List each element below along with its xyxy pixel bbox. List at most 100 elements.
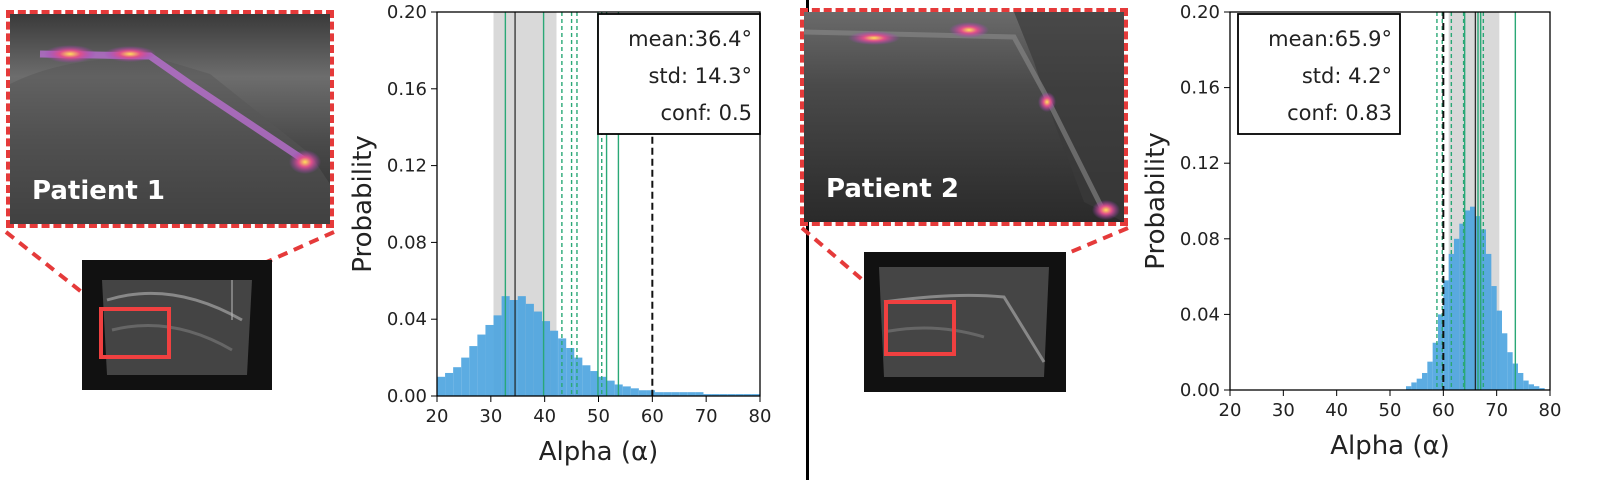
x-tick-label: 40 (533, 406, 556, 427)
histogram-bar (703, 394, 712, 396)
histogram-bar (461, 357, 470, 396)
histogram-bar (1539, 388, 1545, 390)
x-axis-label: Alpha (α) (1330, 431, 1450, 461)
patient-label: Patient 1 (32, 176, 165, 206)
histogram-bar (533, 311, 542, 396)
y-tick-label: 0.00 (1180, 380, 1220, 401)
stats-conf: conf: 0.83 (1287, 101, 1392, 125)
histogram-bar (638, 390, 647, 396)
histogram-chart-patient-2: 20 30 40 50 60 70 80 0.00 0.04 0.08 0.12 0.16 0.20 Al… (1141, 2, 1562, 461)
panel-divider (806, 0, 809, 480)
x-tick-label: 30 (1272, 400, 1295, 421)
histogram-bar (509, 300, 518, 396)
histogram-bar (1528, 384, 1534, 390)
stats-box (1237, 13, 1401, 135)
zoom-image-patient-2: Patient 2 (800, 8, 1128, 226)
histogram-bar (671, 392, 680, 396)
panel-patient-2: Patient 2 20 30 40 50 60 70 80 0.00 0.04 0.08 0.12… (800, 0, 1613, 480)
histogram-bar (1422, 372, 1428, 390)
histogram-bar (679, 392, 688, 396)
y-tick-label: 0.16 (387, 79, 427, 100)
histogram-bar (1464, 210, 1470, 390)
histogram-bar (477, 334, 486, 396)
histogram-bar (566, 348, 575, 396)
y-tick-label: 0.08 (1180, 229, 1220, 250)
histogram-chart-patient-1: 20 30 40 50 60 70 80 0.00 0.04 0.08 0.12 0.16 0.20 Al… (348, 2, 772, 467)
y-tick-label: 0.04 (1180, 304, 1220, 325)
y-tick-label: 0.12 (1180, 153, 1220, 174)
histogram-bar (606, 380, 615, 396)
histogram-bar (1518, 372, 1524, 390)
x-tick-label: 30 (479, 406, 502, 427)
histogram-bar (655, 392, 664, 396)
histogram-bar (711, 394, 720, 396)
ultrasound-crop-image (10, 14, 330, 224)
histogram-bar (687, 392, 696, 396)
ultrasound-thumbnail (864, 252, 1066, 392)
stats-std: std: 14.3° (648, 64, 752, 88)
y-tick-label: 0.20 (387, 2, 427, 23)
roi-box (884, 300, 956, 356)
x-tick-label: 80 (1539, 400, 1562, 421)
histogram-bar (622, 386, 631, 396)
x-axis-label: Alpha (α) (539, 437, 659, 467)
histogram-bar (493, 315, 502, 396)
x-tick-label: 50 (1379, 400, 1402, 421)
stats-conf: conf: 0.5 (661, 101, 753, 125)
histogram-bar (485, 324, 494, 396)
zoom-image-patient-1: Patient 1 (6, 10, 334, 228)
histogram-bar (695, 392, 704, 396)
x-tick-label: 60 (1432, 400, 1455, 421)
y-tick-label: 0.00 (387, 386, 427, 407)
x-tick-label: 40 (1325, 400, 1348, 421)
histogram-bar (1427, 361, 1433, 390)
histogram-bar (1454, 238, 1460, 390)
y-tick-label: 0.12 (387, 156, 427, 177)
histogram-bar (1507, 352, 1513, 390)
histogram-bar (1502, 333, 1508, 390)
histogram-bar (727, 394, 736, 396)
histogram-bar (646, 390, 656, 396)
histogram-bar (1432, 342, 1438, 390)
histogram-bar (582, 365, 591, 396)
histogram-bar (1470, 206, 1476, 390)
histogram-bar (517, 296, 526, 396)
x-tick-label: 70 (1485, 400, 1508, 421)
patient-label: Patient 2 (826, 174, 959, 204)
ultrasound-crop-image (804, 12, 1124, 222)
histogram-bar (743, 394, 752, 396)
histogram-bar (525, 303, 534, 396)
y-tick-label: 0.16 (1180, 78, 1220, 99)
histogram-bar (445, 372, 454, 396)
x-tick-label: 80 (749, 406, 772, 427)
ultrasound-thumbnail (82, 260, 272, 390)
histogram-bar (719, 394, 728, 396)
histogram-bar (1459, 223, 1465, 390)
histogram-bar (751, 394, 760, 396)
stats-mean: mean:65.9° (1268, 27, 1392, 51)
histogram-bar (558, 338, 567, 396)
x-tick-label: 50 (587, 406, 610, 427)
histogram-bar (590, 371, 599, 396)
x-tick-label: 60 (641, 406, 664, 427)
panel-patient-1: Patient 1 20 30 40 50 60 70 80 0.00 0.04 0.08 0.12… (0, 0, 800, 480)
stats-std: std: 4.2° (1302, 64, 1392, 88)
thumbnail-scan (102, 280, 252, 375)
x-tick-label: 70 (695, 406, 718, 427)
histogram-bar (1491, 286, 1497, 390)
y-tick-label: 0.20 (1180, 2, 1220, 23)
histogram-bar (630, 388, 639, 396)
histogram-bar (1486, 253, 1492, 390)
histogram-bar (550, 330, 559, 396)
x-tick-label: 20 (426, 406, 449, 427)
y-tick-label: 0.04 (387, 309, 427, 330)
y-axis-label: Probability (1141, 132, 1171, 269)
histogram-bar (598, 376, 607, 396)
histogram-bar (1416, 378, 1422, 390)
histogram-bar (663, 392, 672, 396)
histogram-bar (1443, 280, 1449, 390)
histogram-bar (574, 357, 583, 396)
histogram-bar (1411, 382, 1417, 390)
histogram-bar (437, 376, 446, 396)
histogram-bar (469, 346, 478, 396)
